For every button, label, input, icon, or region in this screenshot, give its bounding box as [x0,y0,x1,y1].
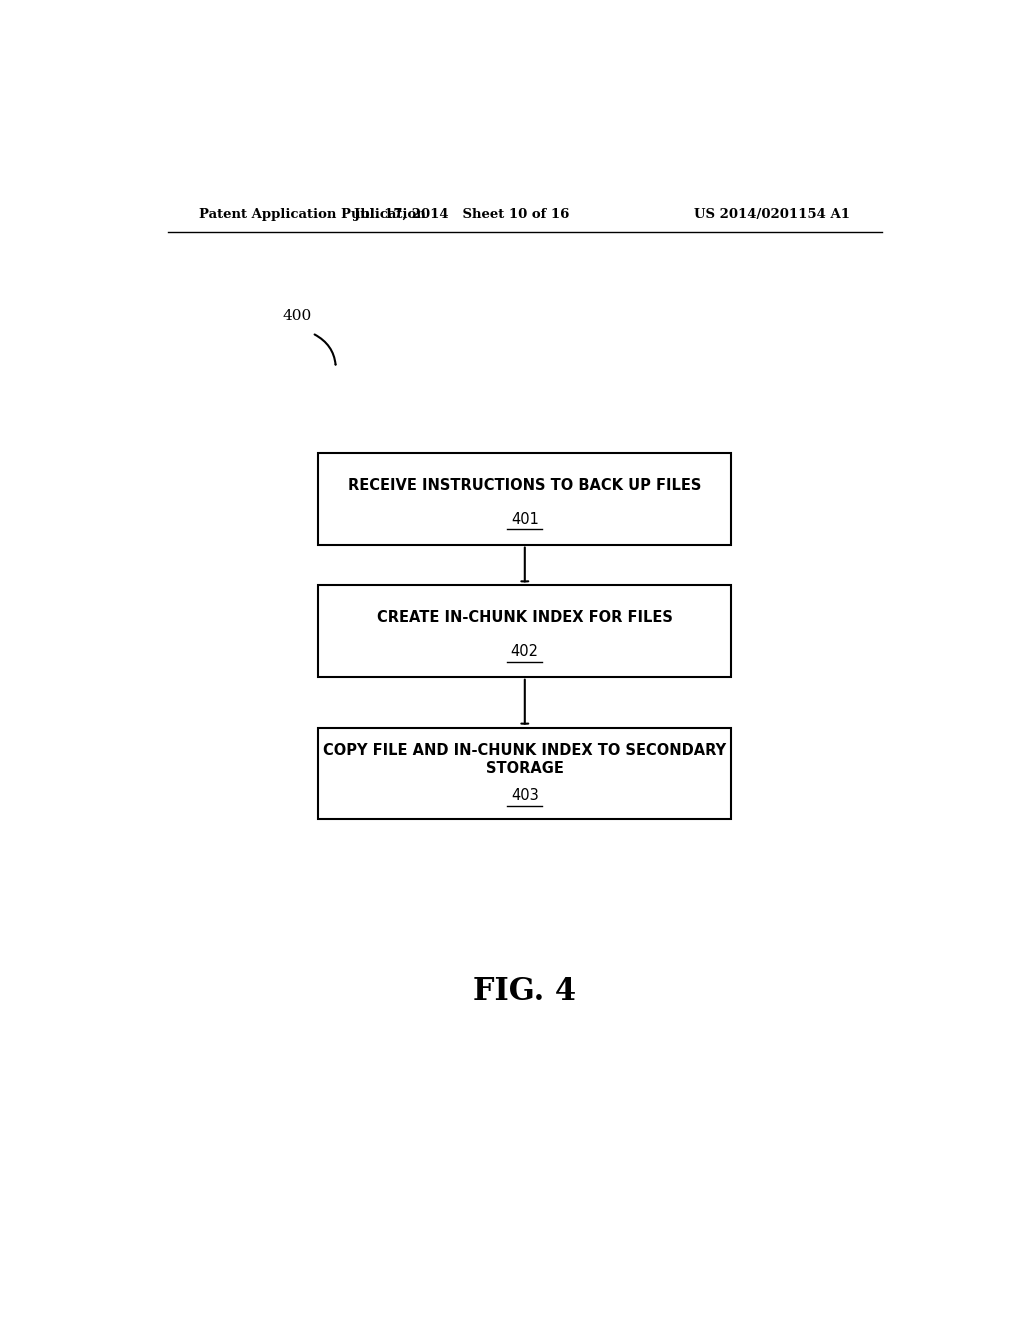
Text: US 2014/0201154 A1: US 2014/0201154 A1 [694,207,850,220]
FancyBboxPatch shape [318,585,731,677]
Text: FIG. 4: FIG. 4 [473,977,577,1007]
Text: COPY FILE AND IN-CHUNK INDEX TO SECONDARY: COPY FILE AND IN-CHUNK INDEX TO SECONDAR… [324,743,726,759]
Text: CREATE IN-CHUNK INDEX FOR FILES: CREATE IN-CHUNK INDEX FOR FILES [377,610,673,626]
Text: 403: 403 [511,788,539,803]
Text: 402: 402 [511,644,539,659]
Text: RECEIVE INSTRUCTIONS TO BACK UP FILES: RECEIVE INSTRUCTIONS TO BACK UP FILES [348,478,701,494]
Text: Jul. 17, 2014   Sheet 10 of 16: Jul. 17, 2014 Sheet 10 of 16 [353,207,569,220]
FancyBboxPatch shape [318,453,731,545]
Text: 400: 400 [283,309,312,323]
Text: 401: 401 [511,512,539,527]
Text: STORAGE: STORAGE [485,760,564,776]
FancyBboxPatch shape [318,727,731,818]
Text: Patent Application Publication: Patent Application Publication [200,207,426,220]
FancyArrowPatch shape [314,334,336,364]
